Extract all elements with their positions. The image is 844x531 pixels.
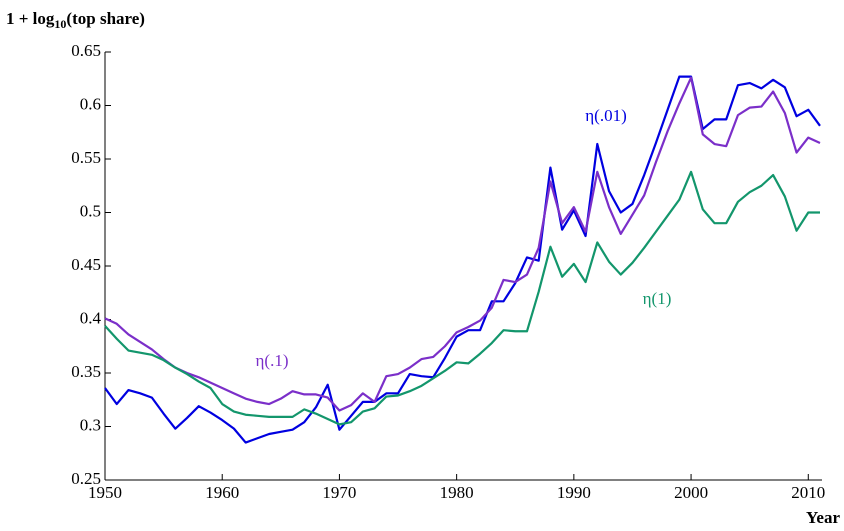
series-line [104,75,821,444]
y-tick-label: 0.35 [71,362,101,381]
x-tick-label: 2000 [674,483,708,502]
series-line [104,170,820,426]
y-tick-label: 0.6 [80,94,101,113]
y-tick-label: 0.65 [71,41,101,60]
x-tick-label: 2010 [791,483,825,502]
y-tick-label: 0.3 [80,415,101,434]
y-axis-label: 1 + log10(top share) [6,9,145,31]
x-tick-label: 1980 [440,483,474,502]
series-line [104,76,821,412]
y-tick-label: 0.5 [80,201,101,220]
y-tick-label: 0.45 [71,255,101,274]
x-tick-label: 1990 [557,483,591,502]
y-tick-label: 0.25 [71,469,101,488]
y-tick-label: 0.55 [71,148,101,167]
x-tick-label: 1960 [205,483,239,502]
series-label: η(1) [643,289,672,308]
x-axis-label: Year [806,508,840,527]
x-tick-label: 1950 [88,483,122,502]
x-tick-label: 1970 [322,483,356,502]
series-label: η(.01) [585,106,626,125]
y-tick-label: 0.4 [80,308,102,327]
series-label: η(.1) [256,351,289,370]
